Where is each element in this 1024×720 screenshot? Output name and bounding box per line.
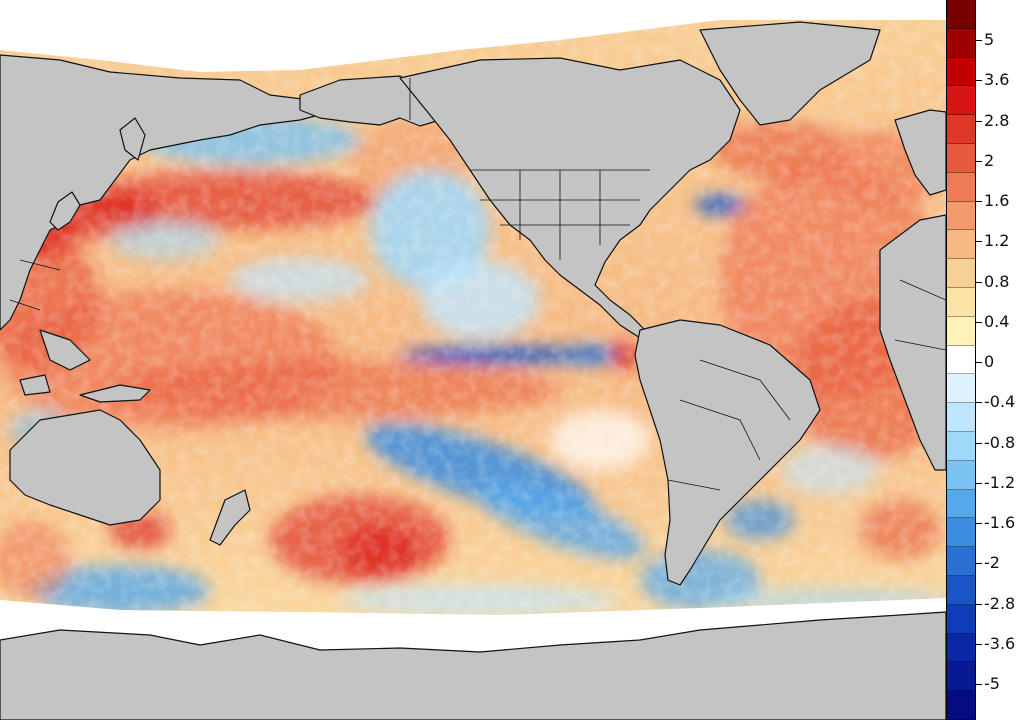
- colorbar-label: -0.4: [984, 392, 1016, 412]
- land-north-america: [399, 57, 741, 339]
- colorbar-label: -1.6: [984, 513, 1016, 532]
- map-canvas: [0, 0, 946, 720]
- land-europe: [894, 109, 946, 196]
- colorbar-label: -1.2: [984, 472, 1016, 492]
- colorbar-tick: [976, 402, 982, 404]
- colorbar-tick: [976, 362, 982, 363]
- colorbar-cell: [946, 86, 976, 116]
- land-kamchatka: [119, 117, 146, 161]
- colorbar-label: -2: [984, 553, 1000, 573]
- colorbar-tick: [976, 321, 982, 323]
- colorbar-cell: [946, 28, 976, 58]
- colorbar-cell: [946, 230, 976, 260]
- colorbar-cell: [946, 489, 976, 519]
- land-south-america: [634, 319, 821, 586]
- colorbar-label: -0.8: [984, 432, 1016, 452]
- colorbar-cell: [946, 288, 976, 317]
- colorbar-tick: [976, 563, 982, 565]
- colorbar-tick: [976, 120, 982, 122]
- colorbar-label: -2.8: [984, 593, 1016, 613]
- colorbar-label: -3.6: [984, 633, 1016, 653]
- land-africa: [879, 214, 946, 471]
- colorbar-cell: [946, 201, 976, 231]
- colorbar-cell: [946, 345, 976, 375]
- colorbar-cell: [946, 0, 976, 29]
- land-masses: [0, 21, 946, 720]
- colorbar-cell: [946, 576, 976, 605]
- colorbar-label: 2: [984, 150, 995, 170]
- colorbar-cell: [946, 115, 976, 144]
- colorbar-label: 0.4: [984, 311, 1010, 331]
- land-greenland: [699, 21, 881, 126]
- colorbar-tick: [976, 201, 982, 202]
- colorbar-tick: [976, 684, 982, 685]
- colorbar-tick: [976, 482, 982, 484]
- land-asia: [0, 54, 331, 331]
- colorbar-cell: [946, 374, 976, 404]
- colorbar-cell: [946, 432, 976, 461]
- colorbar-tick: [976, 241, 982, 243]
- colorbar-label: -5: [984, 674, 1000, 693]
- colorbar-cell: [946, 604, 976, 634]
- colorbar-strip: [946, 0, 976, 720]
- colorbar-label: 3.6: [984, 70, 1010, 90]
- colorbar-label: 1.6: [984, 191, 1010, 210]
- colorbar-legend: 5 3.6 2.8 2 1.6 1.2 0.8 0.4 0 -0.4 -0.8 -1.2 -1.6 -2 -…: [946, 0, 1024, 720]
- colorbar-cell: [946, 633, 976, 663]
- colorbar-cell: [946, 691, 976, 720]
- land-australia: [9, 409, 161, 526]
- colorbar-tick: [976, 643, 982, 645]
- colorbar-cell: [946, 316, 976, 346]
- colorbar-tick: [976, 442, 982, 444]
- colorbar-cell: [946, 172, 976, 202]
- colorbar-label: 2.8: [984, 110, 1010, 130]
- colorbar-label: 1.2: [984, 231, 1010, 251]
- colorbar-tick: [976, 40, 982, 41]
- colorbar-label: 5: [984, 30, 995, 49]
- land-japan: [49, 191, 81, 231]
- land-se-asia: [39, 329, 91, 371]
- colorbar-cell: [946, 518, 976, 548]
- land-antarctica: [0, 611, 946, 720]
- colorbar-tick: [976, 603, 982, 605]
- political-borders: [9, 78, 946, 491]
- colorbar-tick: [976, 281, 982, 283]
- colorbar-label: 0.8: [984, 271, 1010, 291]
- colorbar-tick: [976, 160, 982, 162]
- colorbar-cell: [946, 460, 976, 490]
- colorbar-cell: [946, 144, 976, 173]
- colorbar-cell: [946, 547, 976, 576]
- colorbar-tick: [976, 80, 982, 82]
- land-alaska: [299, 75, 441, 127]
- colorbar-cell: [946, 403, 976, 432]
- colorbar-label: 0: [984, 352, 995, 371]
- colorbar-cell: [946, 662, 976, 692]
- sst-anomaly-map: [0, 0, 946, 720]
- colorbar-cell: [946, 259, 976, 288]
- colorbar-tick: [976, 523, 982, 524]
- land-new-zealand: [209, 489, 251, 546]
- colorbar-cell: [946, 57, 976, 87]
